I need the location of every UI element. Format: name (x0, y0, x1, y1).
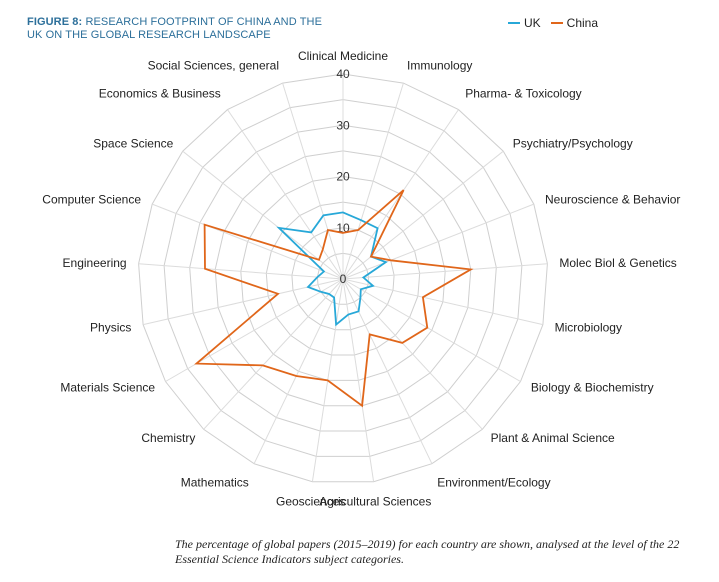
radar-grid (138, 73, 548, 483)
spoke-15 (142, 278, 344, 326)
legend-label-china: China (566, 16, 599, 30)
category-label: Physics (90, 320, 131, 334)
spoke-8 (342, 278, 483, 430)
figure-title-text: RESEARCH FOOTPRINT OF CHINA AND THE UK O… (27, 16, 323, 41)
category-label: Neuroscience & Behavior (545, 193, 680, 207)
category-label: Molec Biol & Genetics (559, 256, 676, 270)
category-label: Social Sciences, general (148, 59, 279, 73)
legend-label-uk: UK (524, 16, 541, 30)
chart-legend: UK China (508, 16, 598, 30)
category-label: Geosciences (276, 495, 345, 509)
category-label: Psychiatry/Psychology (513, 137, 633, 151)
radial-tick-label: 20 (336, 170, 350, 184)
radial-tick-label: 40 (336, 67, 350, 81)
category-label: Pharma- & Toxicology (465, 87, 582, 101)
category-labels: Clinical Medicine Immunology Pharma- & Tox… (42, 49, 680, 509)
category-label: Plant & Animal Science (491, 431, 615, 445)
spoke-16 (138, 263, 344, 280)
grid-ring-40 (138, 73, 548, 483)
legend-item-uk: UK (508, 16, 541, 30)
spoke-7 (342, 278, 521, 382)
spoke-4 (342, 203, 534, 280)
category-label: Biology & Biochemistry (531, 381, 654, 395)
category-label: Economics & Business (99, 87, 221, 101)
category-label: Immunology (407, 59, 472, 73)
category-label: Computer Science (42, 193, 141, 207)
radial-tick-label: 30 (336, 118, 350, 132)
category-label: Materials Science (60, 381, 155, 395)
legend-swatch-uk (508, 22, 520, 24)
spoke-13 (203, 278, 344, 430)
category-label: Environment/Ecology (437, 476, 550, 490)
spoke-9 (342, 278, 433, 464)
figure-title: FIGURE 8: RESEARCH FOOTPRINT OF CHINA AN… (27, 16, 327, 42)
spoke-6 (342, 278, 544, 326)
radar-spokes (138, 74, 548, 482)
legend-item-china: China (550, 16, 599, 30)
spoke-12 (253, 278, 344, 464)
grid-ring-15 (265, 201, 421, 356)
radial-tick-label: 0 (340, 272, 347, 286)
spoke-5 (342, 263, 548, 280)
figure-caption: The percentage of global papers (2015–20… (175, 537, 680, 566)
category-label: Space Science (93, 137, 173, 151)
spoke-3 (342, 150, 504, 280)
category-label: Clinical Medicine (298, 49, 388, 63)
category-label: Engineering (63, 256, 127, 270)
category-label: Microbiology (555, 320, 622, 334)
spoke-18 (182, 150, 344, 280)
spoke-20 (282, 82, 344, 280)
series-uk (276, 211, 388, 327)
category-label: Agricultural Sciences (319, 495, 431, 509)
grid-ring-35 (163, 99, 523, 457)
figure-label: FIGURE 8: (27, 16, 83, 28)
grid-ring-30 (189, 124, 497, 432)
grid-ring-5 (316, 252, 370, 305)
series-china (194, 189, 474, 408)
grid-ring-25 (214, 150, 472, 407)
spoke-19 (227, 109, 344, 280)
category-label: Chemistry (141, 431, 195, 445)
spoke-17 (152, 203, 344, 280)
category-label: Mathematics (181, 476, 249, 490)
spoke-1 (342, 82, 404, 280)
grid-ring-20 (240, 175, 446, 381)
legend-swatch-china (550, 22, 563, 24)
spoke-10 (342, 278, 375, 482)
